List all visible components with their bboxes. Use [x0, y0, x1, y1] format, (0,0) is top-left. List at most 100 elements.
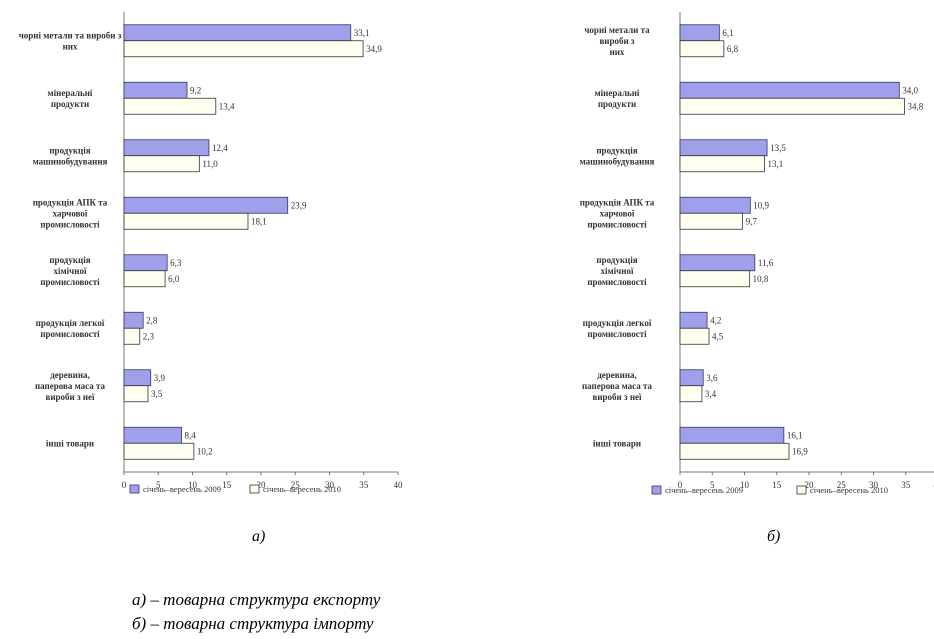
data-label: 6,8 [727, 44, 739, 54]
x-tick-label: 25 [837, 480, 847, 490]
panel-label-import: б) [767, 528, 781, 545]
bar-2009 [679, 81, 900, 99]
data-label: 12,4 [212, 143, 228, 153]
category-label-line: вироби з [599, 36, 634, 46]
x-tick-label: 5 [710, 480, 715, 490]
bar-2009 [123, 139, 210, 157]
category-label-line: продукція [49, 255, 90, 265]
category-label: продукція машинобудування [33, 145, 108, 166]
legend-swatch [651, 485, 662, 495]
legend-swatch [129, 484, 140, 494]
category-label-line: продукція АПК та [580, 197, 655, 207]
bar-2010 [679, 40, 725, 58]
category-label-line: машинобудування [580, 156, 655, 166]
category-label: інші товари [46, 438, 94, 448]
category-label-line: промисловості [587, 277, 647, 287]
data-label: 3,4 [705, 389, 717, 399]
data-label: 2,3 [143, 331, 155, 341]
bar-2009 [679, 369, 704, 387]
category-label-line: мінеральні [48, 88, 93, 98]
data-label: 16,1 [787, 430, 803, 440]
x-tick-label: 15 [772, 480, 782, 490]
category-label-line: продукція легкої [583, 318, 652, 328]
data-label: 10,9 [753, 200, 769, 210]
data-label: 18,1 [251, 216, 267, 226]
category-label-line: машинобудування [33, 156, 108, 166]
data-label: 6,3 [170, 258, 182, 268]
data-label: 13,4 [219, 101, 235, 111]
data-label: 3,5 [151, 389, 163, 399]
bar-2010 [123, 385, 149, 403]
category-label: продукція легкої промисловості [36, 318, 105, 339]
x-tick-label: 25 [291, 480, 301, 490]
x-tick-label: 35 [359, 480, 369, 490]
category-label-line: паперова маса та [35, 381, 106, 391]
bar-2009 [679, 139, 768, 157]
x-tick-label: 30 [869, 480, 879, 490]
bar-2009 [679, 311, 708, 329]
data-label: 34,0 [902, 85, 918, 95]
bar-2010 [679, 270, 751, 288]
category-label-line: деревина, [50, 370, 90, 380]
x-tick-label: 0 [678, 480, 683, 490]
data-label: 13,1 [767, 159, 783, 169]
category-label-line: чорні метали та вироби з [19, 30, 122, 40]
category-label-line: них [610, 47, 625, 57]
data-label: 4,2 [710, 315, 721, 325]
bar-2010 [679, 212, 743, 230]
caption-export: а) – товарна структура експорту [132, 590, 381, 609]
export-chart: 0 5 10 15 20 25 30 35 40 чорні метали та вироби з… [19, 12, 403, 494]
data-label: 3,6 [706, 373, 718, 383]
data-label: 13,5 [770, 143, 786, 153]
bar-2009 [123, 81, 188, 99]
bar-2009 [123, 196, 289, 214]
category-label: продукція АПК та харчової промисловості [580, 197, 655, 229]
category-label: продукція хімічної промисловості [587, 255, 647, 287]
legend-label: січень–вересень 2010 [263, 484, 341, 494]
legend-label: січень–вересень 2009 [143, 484, 221, 494]
x-tick-label: 30 [325, 480, 335, 490]
category-label: продукція легкої промисловості [583, 318, 652, 339]
data-label: 8,4 [185, 430, 197, 440]
category-label-line: мінеральні [595, 88, 640, 98]
category-label: деревина, паперова маса та вироби з неї [35, 370, 106, 402]
category-label-line: продукти [598, 99, 636, 109]
bar-2010 [123, 327, 141, 345]
data-label: 16,9 [792, 446, 808, 456]
category-label-line: харчової [600, 208, 635, 218]
category-label-line: промисловості [40, 277, 100, 287]
category-label-line: продукція АПК та [33, 197, 108, 207]
panel-label-export: а) [252, 528, 266, 545]
data-label: 2,8 [146, 315, 158, 325]
caption-import: б) – товарна структура імпорту [132, 614, 374, 633]
data-label: 33,1 [354, 28, 370, 38]
data-label: 6,1 [722, 28, 733, 38]
bar-2010 [679, 327, 710, 345]
x-tick-label: 20 [805, 480, 815, 490]
category-label-line: продукція легкої [36, 318, 105, 328]
category-label-line: продукція [596, 255, 637, 265]
bar-2009 [679, 196, 751, 214]
figure-captions: а) – товарна структура експорту б) – тов… [132, 588, 380, 636]
category-label-line: продукти [51, 99, 89, 109]
category-label: деревина, паперова маса та вироби з неї [582, 370, 653, 402]
legend-swatch [249, 484, 260, 494]
bar-2010 [123, 270, 166, 288]
export-chart-panel: 0 5 10 15 20 25 30 35 40 чорні метали та вироби з… [0, 0, 467, 560]
data-label: 4,5 [712, 331, 724, 341]
category-label-line: вироби з неї [45, 392, 95, 402]
bar-2009 [123, 254, 168, 272]
bar-2009 [679, 426, 785, 444]
x-tick-label: 20 [257, 480, 267, 490]
bar-2009 [679, 254, 756, 272]
category-label: продукція АПК та харчової промисловості [33, 197, 108, 229]
category-label-line: промисловості [587, 329, 647, 339]
legend-label: січень–вересень 2010 [810, 485, 888, 495]
category-label-line: інші товари [46, 438, 94, 448]
category-label: продукція машинобудування [580, 145, 655, 166]
category-label-line: промисловості [40, 219, 100, 229]
data-label: 6,0 [168, 274, 180, 284]
x-tick-label: 10 [740, 480, 750, 490]
